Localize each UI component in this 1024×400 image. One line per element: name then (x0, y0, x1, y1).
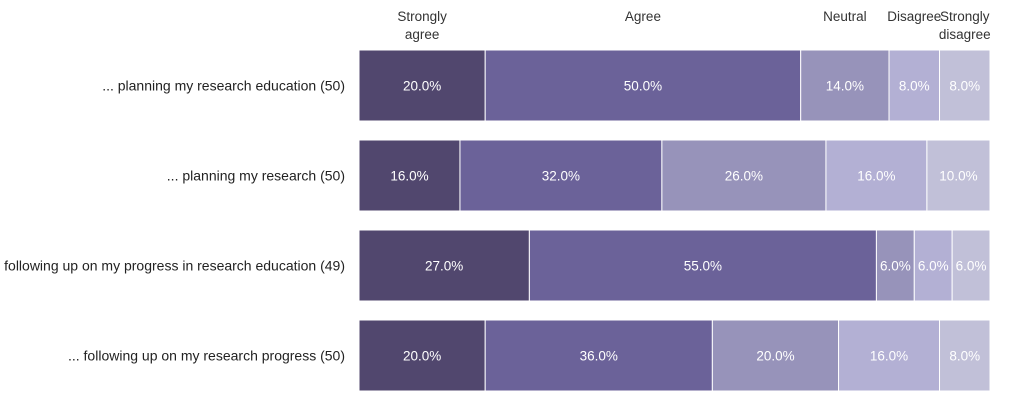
bar-segment (800, 49, 890, 122)
data-label: 6.0% (918, 259, 949, 274)
bar-segment (661, 139, 827, 212)
bar-segment (484, 49, 802, 122)
legend-item-disagree: Disagree (887, 9, 941, 24)
legend-label: agree (405, 27, 440, 42)
data-label: 8.0% (899, 79, 930, 94)
legend-item-agree: Agree (625, 9, 661, 24)
data-label: 32.0% (542, 169, 580, 184)
row-labels: ... planning my research education (50).… (4, 78, 345, 364)
legend-label: Agree (625, 9, 661, 24)
bar-segment (951, 229, 991, 302)
data-label: 8.0% (949, 79, 980, 94)
legend-label: Disagree (887, 9, 941, 24)
data-label: 14.0% (826, 79, 864, 94)
data-label: 50.0% (624, 79, 662, 94)
data-label: 36.0% (580, 349, 618, 364)
bar-segment (459, 139, 663, 212)
legend-item-neutral: Neutral (823, 9, 867, 24)
legend-label: Strongly (940, 9, 990, 24)
data-label: 16.0% (870, 349, 908, 364)
category-label: ... planning my research (50) (167, 168, 345, 184)
data-label: 6.0% (956, 259, 987, 274)
data-label: 20.0% (403, 79, 441, 94)
legend-label: disagree (939, 27, 991, 42)
category-label: following up on my progress in research … (4, 258, 345, 274)
bar-segment (358, 139, 461, 212)
bar-segment (358, 319, 486, 392)
bar-segment (939, 319, 991, 392)
data-label: 20.0% (756, 349, 794, 364)
bar-segment (358, 49, 486, 122)
legend-item-strongly-disagree: Strongly disagree (939, 9, 991, 42)
plot-area: 20.0% 50.0% 14.0% 8.0% 8.0%16.0% 32.0% 26.0% 16… (358, 49, 991, 392)
category-label: ... planning my research education (50) (102, 78, 345, 94)
category-label: ... following up on my research progress… (68, 348, 345, 364)
data-label: 27.0% (425, 259, 463, 274)
bar-segment (528, 229, 877, 302)
bar-segment (838, 319, 941, 392)
legend-label: Strongly (397, 9, 447, 24)
bar-row: 20.0% 36.0% 20.0% 16.0% 8.0% (358, 319, 991, 392)
data-label: 16.0% (390, 169, 428, 184)
bar-row: 16.0% 32.0% 26.0% 16.0% 10.0% (358, 139, 991, 212)
legend-item-strongly-agree: Strongly agree (397, 9, 447, 42)
bar-segment (875, 229, 915, 302)
data-label: 8.0% (949, 349, 980, 364)
data-label: 16.0% (857, 169, 895, 184)
data-label: 55.0% (684, 259, 722, 274)
data-label: 26.0% (725, 169, 763, 184)
bar-segment (711, 319, 840, 392)
legend-label: Neutral (823, 9, 867, 24)
bar-segment (926, 139, 991, 212)
bar-segment (939, 49, 991, 122)
data-label: 20.0% (403, 349, 441, 364)
bar-segment (913, 229, 953, 302)
bar-segment (825, 139, 928, 212)
bar-row: 27.0% 55.0% 6.0% 6.0% 6.0% (358, 229, 991, 302)
data-label: 10.0% (939, 169, 977, 184)
data-label: 6.0% (880, 259, 911, 274)
bar-segment (484, 319, 713, 392)
bar-row: 20.0% 50.0% 14.0% 8.0% 8.0% (358, 49, 991, 122)
